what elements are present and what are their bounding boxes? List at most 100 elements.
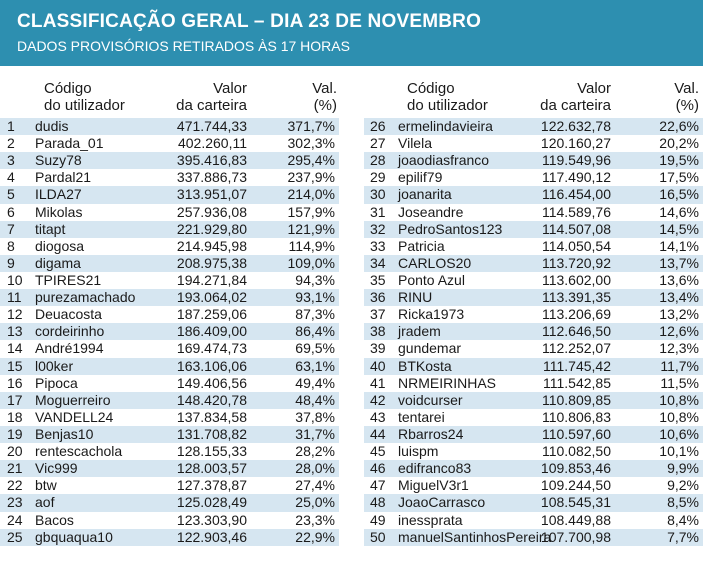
user-code-cell: Joseandre: [398, 203, 464, 220]
user-code-cell: digama: [35, 254, 81, 271]
rank-cell: 32: [370, 220, 386, 237]
portfolio-value-cell: 186.409,00: [176, 323, 247, 340]
rank-cell: 24: [7, 511, 23, 528]
change-pct-cell: 109,0%: [287, 254, 335, 271]
change-pct-cell: 27,4%: [295, 477, 335, 494]
change-pct-cell: 8,4%: [667, 511, 699, 528]
change-pct-cell: 86,4%: [295, 323, 335, 340]
portfolio-value-cell: 113.391,35: [541, 289, 611, 306]
portfolio-value-cell: 113.206,69: [541, 306, 611, 323]
rank-cell: 43: [370, 408, 386, 425]
user-code-cell: inessprata: [398, 511, 463, 528]
portfolio-value-cell: 122.632,78: [540, 118, 611, 134]
table-row: 20 rentescachola 128.155,33 28,2%: [0, 443, 339, 460]
rank-cell: 13: [7, 323, 23, 340]
change-pct-cell: 22,6%: [659, 118, 699, 134]
portfolio-value-cell: 113.602,00: [541, 271, 611, 288]
portfolio-value-cell: 257.936,08: [176, 203, 247, 220]
ranking-table-left: Código do utilizador Valor da carteira V…: [0, 80, 339, 546]
portfolio-value-cell: 149.406,56: [176, 374, 247, 391]
rank-cell: 47: [370, 477, 386, 494]
rank-cell: 45: [370, 443, 386, 460]
change-pct-cell: 8,5%: [667, 494, 699, 511]
portfolio-value-cell: 110.082,50: [541, 443, 611, 460]
portfolio-value-cell: 214.945,98: [176, 237, 247, 254]
portfolio-value-cell: 109.853,46: [540, 460, 611, 477]
portfolio-value-cell: 120.160,27: [540, 135, 611, 152]
change-pct-cell: 12,3%: [659, 340, 699, 357]
change-pct-cell: 121,9%: [287, 220, 335, 237]
portfolio-value-cell: 148.420,78: [176, 391, 247, 408]
header-banner: CLASSIFICAÇÃO GERAL – DIA 23 DE NOVEMBRO…: [0, 0, 703, 66]
portfolio-value-cell: 122.903,46: [176, 528, 247, 545]
table-row: 14 André1994 169.474,73 69,5%: [0, 340, 339, 357]
portfolio-value-cell: 107.700,98: [540, 528, 611, 545]
rank-cell: 23: [7, 494, 23, 511]
table-row: 49 inessprata 108.449,88 8,4%: [364, 512, 703, 529]
table-row: 25 gbquaqua10 122.903,46 22,9%: [0, 528, 339, 546]
table-header: Código do utilizador Valor da carteira V…: [364, 80, 703, 118]
rank-cell: 15: [7, 357, 23, 374]
table-row: 21 Vic999 128.003,57 28,0%: [0, 460, 339, 478]
user-code-cell: Vilela: [398, 135, 432, 152]
table-row: 8 diogosa 214.945,98 114,9%: [0, 238, 339, 255]
portfolio-value-cell: 402.260,11: [177, 135, 247, 152]
rank-cell: 40: [370, 357, 386, 374]
portfolio-value-cell: 127.378,87: [176, 477, 247, 494]
table-row: 29 epilif79 117.490,12 17,5%: [364, 169, 703, 186]
portfolio-value-cell: 110.597,60: [541, 425, 611, 442]
portfolio-value-cell: 113.720,92: [541, 254, 611, 271]
user-code-cell: voidcurser: [398, 391, 463, 408]
rank-cell: 50: [370, 528, 386, 545]
change-pct-cell: 20,2%: [659, 135, 699, 152]
change-pct-cell: 48,4%: [295, 391, 335, 408]
portfolio-value-cell: 193.064,02: [176, 289, 247, 306]
change-pct-cell: 214,0%: [287, 186, 335, 203]
change-pct-cell: 63,1%: [295, 357, 335, 374]
portfolio-value-cell: 110.806,83: [541, 408, 611, 425]
user-code-cell: Mikolas: [35, 203, 83, 220]
portfolio-value-cell: 337.886,73: [176, 169, 247, 186]
rank-cell: 18: [7, 408, 23, 425]
portfolio-value-cell: 194.271,84: [176, 271, 247, 288]
change-pct-cell: 11,7%: [660, 357, 699, 374]
column-header-value: Valor da carteira: [176, 80, 247, 114]
table-row: 35 Ponto Azul 113.602,00 13,6%: [364, 272, 703, 289]
change-pct-cell: 237,9%: [287, 169, 335, 186]
user-code-cell: BTKosta: [398, 357, 452, 374]
rank-cell: 38: [370, 323, 386, 340]
portfolio-value-cell: 119.549,96: [541, 152, 611, 169]
rank-cell: 31: [370, 203, 386, 220]
user-code-cell: Benjas10: [35, 425, 94, 442]
table-row: 50 manuelSantinhosPereira 107.700,98 7,7%: [364, 528, 703, 546]
user-code-cell: RINU: [398, 289, 433, 306]
rank-cell: 34: [370, 254, 386, 271]
table-row: 33 Patricia 114.050,54 14,1%: [364, 238, 703, 255]
table-row: 31 Joseandre 114.589,76 14,6%: [364, 204, 703, 221]
portfolio-value-cell: 169.474,73: [176, 340, 247, 357]
rank-cell: 22: [7, 477, 23, 494]
user-code-cell: André1994: [35, 340, 104, 357]
user-code-cell: aof: [35, 494, 55, 511]
table-row: 27 Vilela 120.160,27 20,2%: [364, 135, 703, 152]
change-pct-cell: 302,3%: [287, 135, 335, 152]
change-pct-cell: 94,3%: [295, 271, 335, 288]
change-pct-cell: 10,1%: [659, 443, 699, 460]
change-pct-cell: 14,6%: [659, 203, 699, 220]
user-code-cell: JoaoCarrasco: [398, 494, 486, 511]
rank-cell: 11: [7, 289, 22, 306]
change-pct-cell: 12,6%: [659, 323, 699, 340]
user-code-cell: titapt: [35, 220, 66, 237]
table-row: 1 dudis 471.744,33 371,7%: [0, 118, 339, 136]
change-pct-cell: 9,2%: [667, 477, 699, 494]
rank-cell: 48: [370, 494, 386, 511]
user-code-cell: Patricia: [398, 237, 445, 254]
table-row: 40 BTKosta 111.745,42 11,7%: [364, 357, 703, 375]
change-pct-cell: 37,8%: [295, 408, 335, 425]
change-pct-cell: 22,9%: [295, 528, 335, 545]
rank-cell: 6: [7, 203, 15, 220]
change-pct-cell: 23,3%: [295, 511, 335, 528]
table-row: 22 btw 127.378,87 27,4%: [0, 477, 339, 494]
change-pct-cell: 7,7%: [667, 528, 699, 545]
change-pct-cell: 13,2%: [659, 306, 699, 323]
